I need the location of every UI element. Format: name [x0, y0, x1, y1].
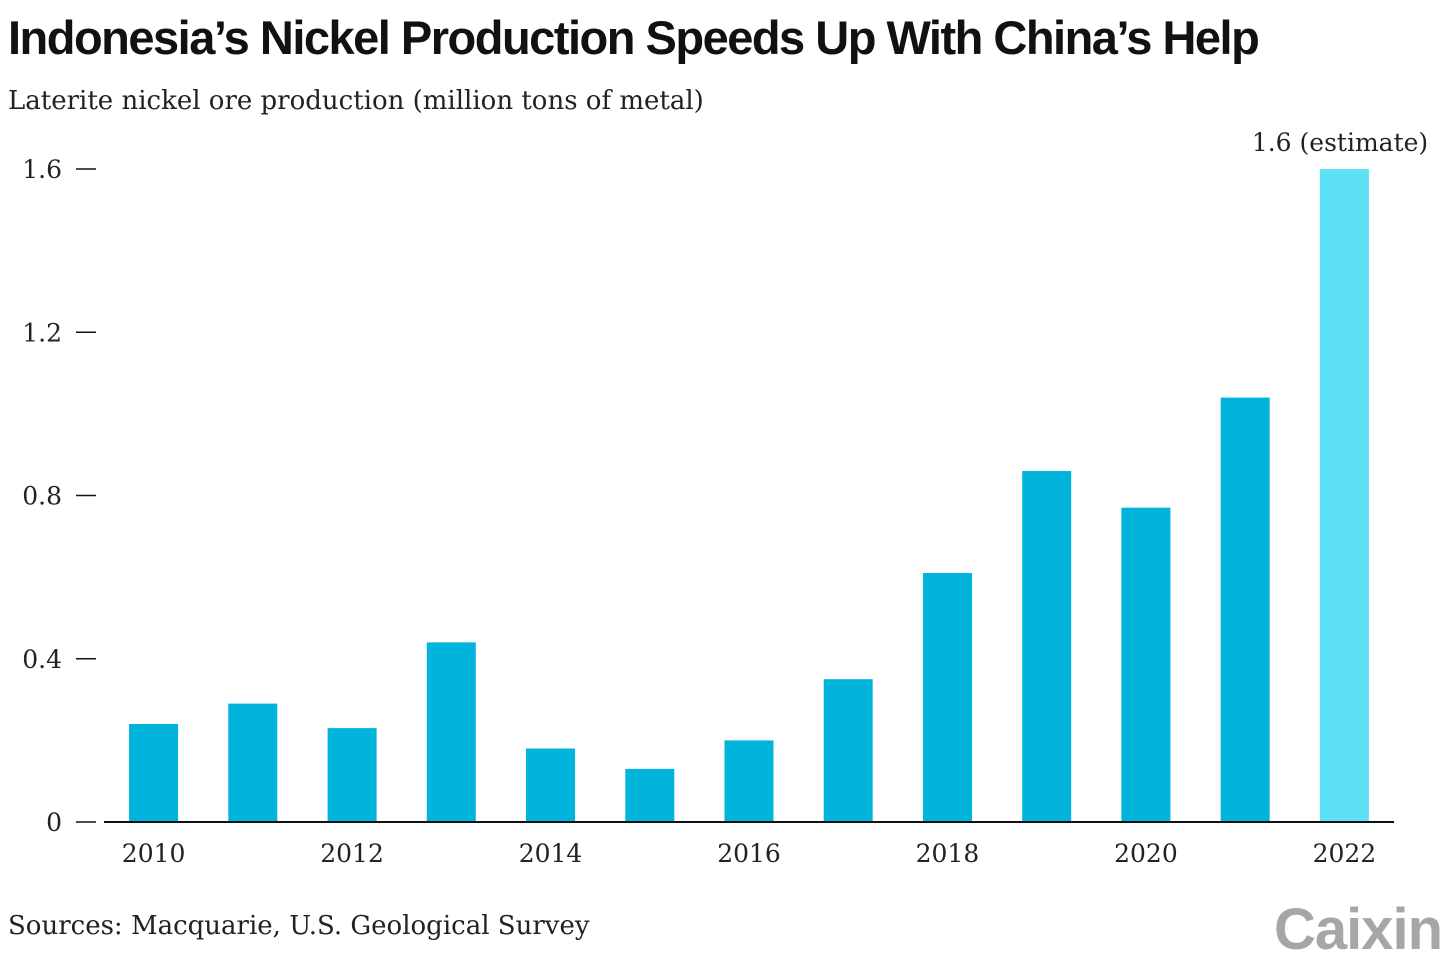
bar-2017 [823, 679, 873, 822]
brand-logo: Caixin [1273, 897, 1443, 962]
x-tick-label: 2018 [916, 839, 980, 868]
source-note: Sources: Macquarie, U.S. Geological Surv… [8, 911, 590, 941]
x-tick-label: 2020 [1114, 839, 1178, 868]
bar-2022 [1319, 169, 1369, 822]
y-tick-label: 1.6 [22, 155, 62, 184]
bar-2018 [923, 573, 972, 822]
chart-subtitle: Laterite nickel ore production (million … [8, 86, 704, 116]
bar-2011 [228, 703, 278, 822]
y-tick-label: 0.4 [22, 645, 62, 674]
x-axis: 2010 2012 2014 2016 2018 2020 2022 [104, 821, 1394, 868]
chart-title: Indonesia’s Nickel Production Speeds Up … [8, 11, 1260, 64]
bars-group [129, 169, 1369, 822]
bar-2014 [526, 748, 575, 822]
y-axis: 0 0.4 0.8 1.2 1.6 [22, 155, 96, 837]
y-tick-label: 0 [46, 808, 62, 837]
bar-2013 [426, 642, 476, 822]
bar-2010 [129, 724, 179, 822]
bar-2016 [724, 740, 774, 822]
annotations-group: 1.6 (estimate) [1252, 128, 1428, 157]
estimate-annotation: 1.6 (estimate) [1252, 128, 1428, 157]
x-tick-label: 2012 [320, 839, 384, 868]
bar-2019 [1022, 471, 1072, 822]
bar-2015 [625, 768, 675, 822]
x-tick-label: 2022 [1313, 839, 1377, 868]
bar-chart: 00.40.81.21.6 2010 2012 2014 2016 2018 2020 20… [22, 128, 1428, 868]
y-tick-label: 1.2 [22, 318, 62, 347]
bar-2020 [1121, 507, 1171, 822]
bar-2012 [327, 728, 377, 822]
bar-2021 [1220, 397, 1270, 822]
y-tick-label: 0.8 [22, 482, 62, 511]
x-tick-label: 2016 [717, 839, 781, 868]
x-tick-label: 2010 [122, 839, 186, 868]
x-tick-label: 2014 [519, 839, 583, 868]
